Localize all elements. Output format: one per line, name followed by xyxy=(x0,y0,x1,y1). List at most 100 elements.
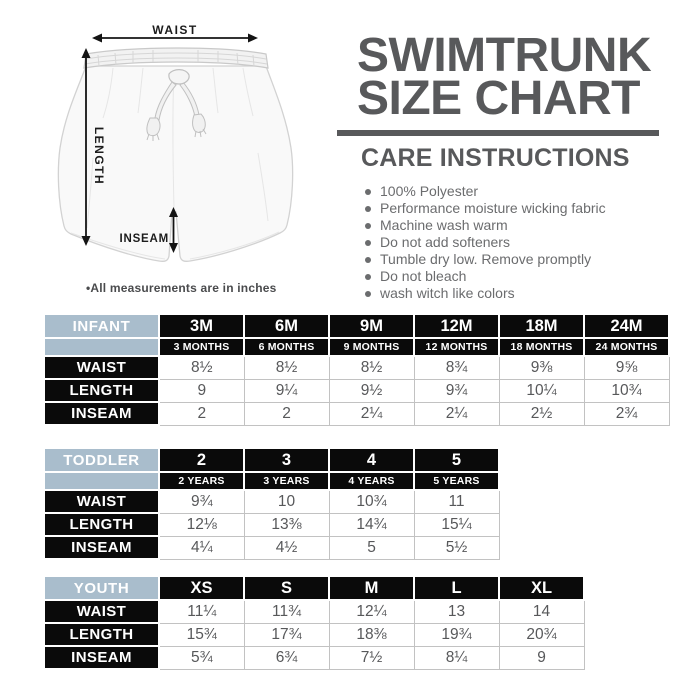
value-cell: 14 xyxy=(498,599,585,624)
table-row: INSEAM 5¾ 6¾ 7½ 8¼ 9 xyxy=(43,645,585,670)
table-row: LENGTH 9 9¼ 9½ 9¾ 10¼ 10¾ xyxy=(43,378,670,403)
care-item: Performance moisture wicking fabric xyxy=(361,200,661,217)
value-cell: 15¼ xyxy=(413,512,500,537)
row-label-cell: LENGTH xyxy=(43,378,160,403)
value-cell: 2¼ xyxy=(413,401,500,426)
youth-size-table: YOUTH XS S M L XL WAIST 11¼ 11¾ 12¼ 13 1… xyxy=(43,575,585,670)
table-row: INFANT 3M 6M 9M 12M 18M 24M xyxy=(43,313,670,339)
value-cell: 8½ xyxy=(328,355,415,380)
value-cell: 9 xyxy=(498,645,585,670)
value-cell: 2¼ xyxy=(328,401,415,426)
value-cell: 20¾ xyxy=(498,622,585,647)
page-title-line1: SWIMTRUNK xyxy=(357,29,652,82)
row-label-cell: INSEAM xyxy=(43,645,160,670)
value-cell: 8¾ xyxy=(413,355,500,380)
value-cell: 9 xyxy=(158,378,245,403)
table-row: WAIST 11¼ 11¾ 12¼ 13 14 xyxy=(43,599,585,624)
size-cell: 24M xyxy=(583,313,670,339)
table-row: LENGTH 15¾ 17¾ 18⅜ 19¾ 20¾ xyxy=(43,622,585,647)
table-row: INSEAM 2 2 2¼ 2¼ 2½ 2¾ xyxy=(43,401,670,426)
size-cell: S xyxy=(243,575,330,601)
table-row: INSEAM 4¼ 4½ 5 5½ xyxy=(43,535,500,560)
value-cell: 5 xyxy=(328,535,415,560)
swimtrunk-diagram: WAIST LENGTH INSEAM xyxy=(57,23,294,262)
subsize-cell: 3 MONTHS xyxy=(158,337,245,357)
value-cell: 10 xyxy=(243,489,330,514)
category-cell: TODDLER xyxy=(43,447,160,473)
page-title-line2: SIZE CHART xyxy=(357,72,641,125)
value-cell: 12¼ xyxy=(328,599,415,624)
care-item: wash witch like colors xyxy=(361,285,661,302)
row-label-cell: INSEAM xyxy=(43,401,160,426)
value-cell: 4½ xyxy=(243,535,330,560)
row-label-cell: LENGTH xyxy=(43,622,160,647)
value-cell: 10¼ xyxy=(498,378,585,403)
size-cell: 3M xyxy=(158,313,245,339)
length-label: LENGTH xyxy=(92,127,106,185)
row-label-cell: INSEAM xyxy=(43,535,160,560)
value-cell: 10¾ xyxy=(583,378,670,403)
measurements-footnote: •All measurements are in inches xyxy=(86,281,277,295)
category-spacer-cell xyxy=(43,337,160,357)
table-row: TODDLER 2 3 4 5 xyxy=(43,447,500,473)
subsize-cell: 24 MONTHS xyxy=(583,337,670,357)
value-cell: 9⅝ xyxy=(583,355,670,380)
size-cell: L xyxy=(413,575,500,601)
table-row: LENGTH 12⅛ 13⅜ 14¾ 15¼ xyxy=(43,512,500,537)
drawstring xyxy=(146,69,207,141)
size-cell: 9M xyxy=(328,313,415,339)
subsize-cell: 9 MONTHS xyxy=(328,337,415,357)
inseam-label: INSEAM xyxy=(119,233,169,245)
size-cell: XL xyxy=(498,575,585,601)
value-cell: 9¾ xyxy=(158,489,245,514)
value-cell: 9½ xyxy=(328,378,415,403)
value-cell: 5½ xyxy=(413,535,500,560)
table-row: 3 MONTHS 6 MONTHS 9 MONTHS 12 MONTHS 18 … xyxy=(43,337,670,357)
value-cell: 7½ xyxy=(328,645,415,670)
toddler-size-table: TODDLER 2 3 4 5 2 YEARS 3 YEARS 4 YEARS … xyxy=(43,447,500,560)
care-instructions-list: 100% Polyester Performance moisture wick… xyxy=(361,183,661,302)
value-cell: 8½ xyxy=(158,355,245,380)
size-cell: 12M xyxy=(413,313,500,339)
shorts-body xyxy=(57,65,294,262)
waist-label: WAIST xyxy=(152,23,198,37)
value-cell: 13⅜ xyxy=(243,512,330,537)
value-cell: 8½ xyxy=(243,355,330,380)
value-cell: 9⅜ xyxy=(498,355,585,380)
category-cell: YOUTH xyxy=(43,575,160,601)
value-cell: 2 xyxy=(158,401,245,426)
value-cell: 11¾ xyxy=(243,599,330,624)
size-cell: 3 xyxy=(243,447,330,473)
value-cell: 9¾ xyxy=(413,378,500,403)
value-cell: 10¾ xyxy=(328,489,415,514)
value-cell: 2½ xyxy=(498,401,585,426)
size-cell: 2 xyxy=(158,447,245,473)
table-row: WAIST 9¾ 10 10¾ 11 xyxy=(43,489,500,514)
category-cell: INFANT xyxy=(43,313,160,339)
infant-size-table: INFANT 3M 6M 9M 12M 18M 24M 3 MONTHS 6 M… xyxy=(43,313,670,426)
subsize-cell: 6 MONTHS xyxy=(243,337,330,357)
care-item: Machine wash warm xyxy=(361,217,661,234)
care-item: Tumble dry low. Remove promptly xyxy=(361,251,661,268)
value-cell: 2¾ xyxy=(583,401,670,426)
length-arrow xyxy=(81,48,91,246)
subsize-cell: 4 YEARS xyxy=(328,471,415,491)
subsize-cell: 12 MONTHS xyxy=(413,337,500,357)
row-label-cell: LENGTH xyxy=(43,512,160,537)
value-cell: 13 xyxy=(413,599,500,624)
value-cell: 14¾ xyxy=(328,512,415,537)
value-cell: 5¾ xyxy=(158,645,245,670)
value-cell: 11¼ xyxy=(158,599,245,624)
subsize-cell: 18 MONTHS xyxy=(498,337,585,357)
value-cell: 2 xyxy=(243,401,330,426)
value-cell: 18⅜ xyxy=(328,622,415,647)
table-row: YOUTH XS S M L XL xyxy=(43,575,585,601)
row-label-cell: WAIST xyxy=(43,599,160,624)
value-cell: 4¼ xyxy=(158,535,245,560)
subsize-cell: 3 YEARS xyxy=(243,471,330,491)
waist-arrow xyxy=(92,33,258,43)
swimtrunk-illustration: WAIST LENGTH INSEAM xyxy=(53,18,303,276)
subsize-cell: 2 YEARS xyxy=(158,471,245,491)
inseam-arrow xyxy=(169,207,178,253)
